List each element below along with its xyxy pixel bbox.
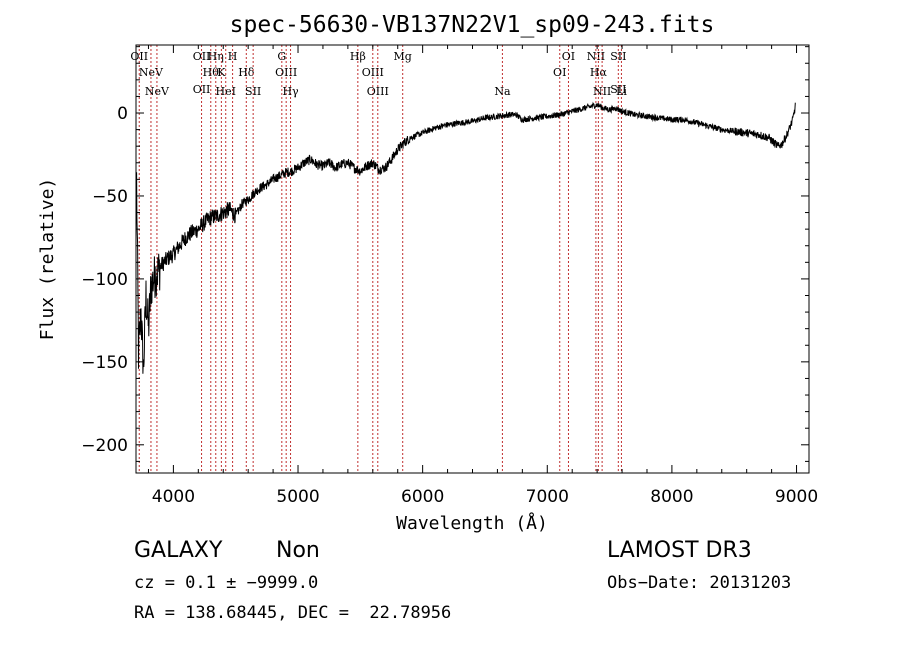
line-label-15-0: OIII — [362, 66, 384, 79]
line-label-23-0: NII — [593, 85, 611, 98]
spectrum-line — [136, 101, 796, 374]
emission-line-markers: OII NeV NeV OII OII Hθ Hη K HeI HHδ SII G OIII Hγ Hβ OI… — [130, 45, 627, 473]
line-label-10-0: SII — [245, 85, 261, 98]
line-label-7-0: HeI — [216, 85, 236, 98]
line-label-21-0: NII — [587, 50, 605, 63]
plot-frame — [135, 44, 810, 474]
x-tick-label-1: 5000 — [276, 487, 319, 507]
line-label-6-0: K — [217, 66, 226, 79]
x-axis-label: Wavelength (Å) — [396, 512, 548, 534]
object-subclass: Non — [276, 538, 320, 563]
chart-title: spec-56630-VB137N22V1_sp09-243.fits — [230, 12, 715, 38]
line-label-13-0: Hγ — [282, 85, 299, 98]
y-tick-label-2: −100 — [81, 270, 128, 290]
y-tick-label-4: 0 — [117, 104, 128, 124]
line-label-9-0: Hδ — [238, 66, 255, 79]
survey-name: LAMOST DR3 — [607, 538, 752, 563]
line-label-14-0: Hβ — [350, 50, 366, 63]
line-label-19-0: OI — [553, 66, 566, 79]
line-label-3-0: OII — [193, 50, 211, 63]
x-axis: 4000 5000 6000 7000 8000 9000 — [147, 45, 818, 507]
line-label-0-0: OII — [130, 50, 148, 63]
line-label-16-0: OIII — [367, 85, 389, 98]
y-axis: −200 −150 −100 −50 0 — [81, 46, 809, 462]
line-label-2-0: NeV — [145, 85, 170, 98]
line-label-18-0: Na — [494, 85, 511, 98]
spectrum-layer — [136, 101, 796, 374]
x-tick-label-0: 4000 — [152, 487, 195, 507]
y-axis-label: Flux (relative) — [37, 178, 58, 341]
line-label-20-0: OI — [562, 50, 575, 63]
line-label-11-0: G — [277, 50, 286, 63]
y-tick-label-3: −50 — [92, 187, 128, 207]
line-label-3-1: OII — [193, 83, 211, 96]
line-label-24-1: SII — [610, 83, 626, 96]
line-label-22-0: Hα — [590, 66, 608, 79]
object-class: GALAXY — [134, 538, 223, 563]
x-tick-label-5: 9000 — [775, 487, 818, 507]
line-label-25-0: Li — [616, 85, 627, 98]
x-tick-label-2: 6000 — [401, 487, 444, 507]
line-label-5-0: Hη — [208, 50, 224, 63]
x-tick-label-3: 7000 — [526, 487, 569, 507]
line-label-1-0: NeV — [139, 66, 164, 79]
x-tick-label-4: 8000 — [650, 487, 693, 507]
redshift-cz: cz = 0.1 ± −9999.0 — [134, 573, 319, 593]
line-label-12-0: OIII — [275, 66, 297, 79]
coordinates: RA = 138.68445, DEC = 22.78956 — [134, 603, 452, 623]
y-tick-label-0: −200 — [81, 436, 128, 456]
line-label-4-0: Hθ — [203, 66, 220, 79]
line-label-24-0: SII — [610, 50, 626, 63]
observation-date: Obs−Date: 20131203 — [607, 573, 792, 593]
y-tick-label-1: −150 — [81, 353, 128, 373]
line-label-8-0: H — [228, 50, 238, 63]
line-label-17-0: Mg — [394, 50, 412, 63]
